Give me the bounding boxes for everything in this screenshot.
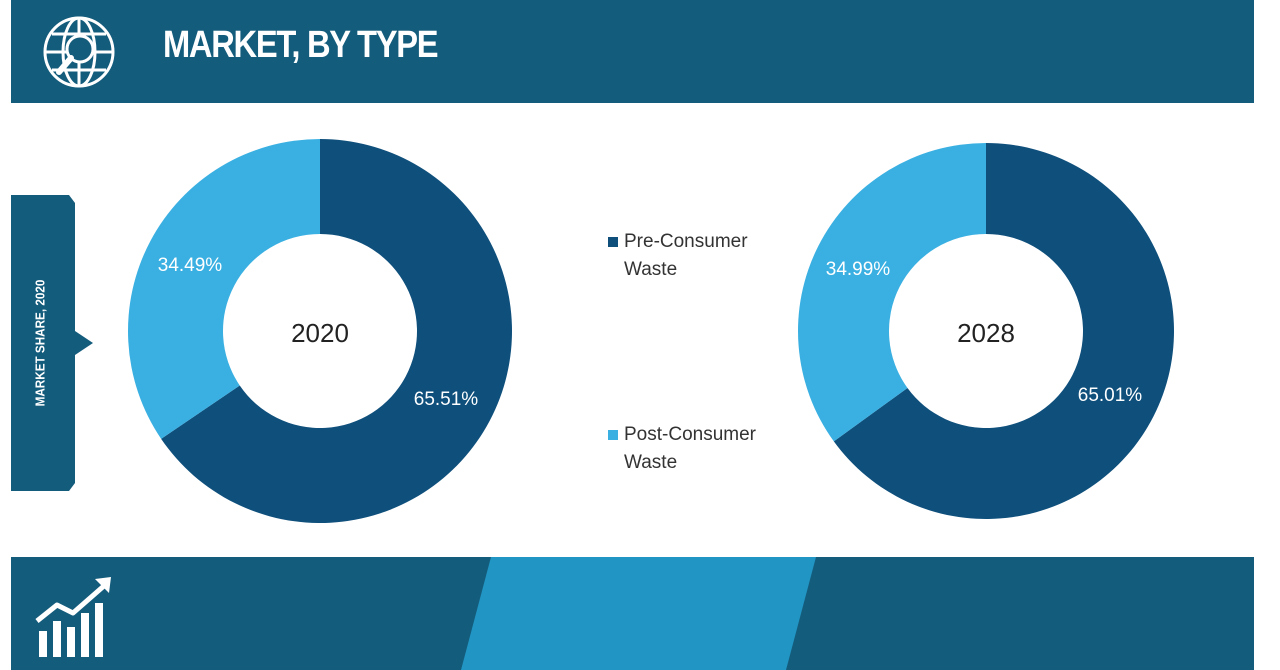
donut-2028-center-label: 2028 <box>957 318 1015 348</box>
footer-bar <box>11 557 1254 670</box>
legend-label-pre-consumer-line2: Waste <box>624 259 678 280</box>
donut-2028-label-post-consumer: 34.99% <box>826 259 891 280</box>
side-tab <box>11 195 93 491</box>
page-title: MARKET, BY TYPE <box>163 24 439 66</box>
donut-2020-slice-post-consumer <box>128 139 320 439</box>
header-bar: MARKET, BY TYPE <box>11 0 1254 103</box>
donut-2028-slice-post-consumer <box>798 143 986 442</box>
globe-search-icon <box>43 16 115 88</box>
legend-swatch-post-consumer <box>608 430 618 440</box>
footer-band <box>461 557 816 670</box>
donut-2020-slice-pre-consumer <box>161 139 513 524</box>
legend-label-pre-consumer-line1: Pre-Consumer <box>624 231 748 252</box>
donut-2020-center-label: 2020 <box>291 318 349 348</box>
growth-chart-icon <box>35 577 111 657</box>
donut-2028-label-pre-consumer: 65.01% <box>1078 385 1143 406</box>
donut-2028-slice-pre-consumer <box>833 143 1175 519</box>
legend-label-post-consumer-line1: Post-Consumer <box>624 424 756 445</box>
donut-2020-label-post-consumer: 34.49% <box>158 255 223 276</box>
legend-swatch-pre-consumer <box>608 237 618 247</box>
donut-2020-label-pre-consumer: 65.51% <box>414 389 479 410</box>
legend-label-post-consumer-line2: Waste <box>624 452 678 473</box>
